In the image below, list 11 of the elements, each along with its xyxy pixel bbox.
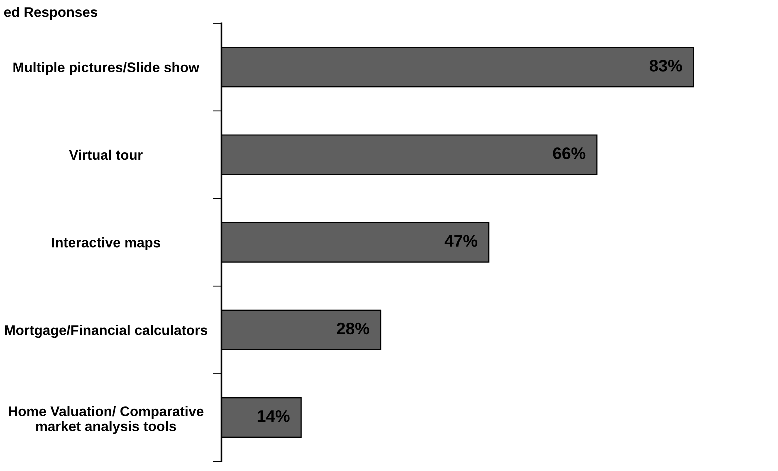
data-label: 28% xyxy=(337,322,370,335)
text: ed Responses xyxy=(4,7,98,20)
data-label: 66% xyxy=(553,148,586,160)
y-tick-label: Multiple pictures/Slide show xyxy=(14,62,200,76)
y-tick-label: Mortgage/Financial calculators xyxy=(5,325,208,338)
data-label: 83% xyxy=(650,60,682,72)
y-tick-label: Interactive maps xyxy=(52,238,160,250)
data-label: 47% xyxy=(444,235,478,248)
data-label: 14% xyxy=(258,410,290,422)
y-tick-label: Home Valuation/ Comparative market analysis tools xyxy=(9,406,204,434)
y-tick-label: Virtual tour xyxy=(69,150,143,160)
